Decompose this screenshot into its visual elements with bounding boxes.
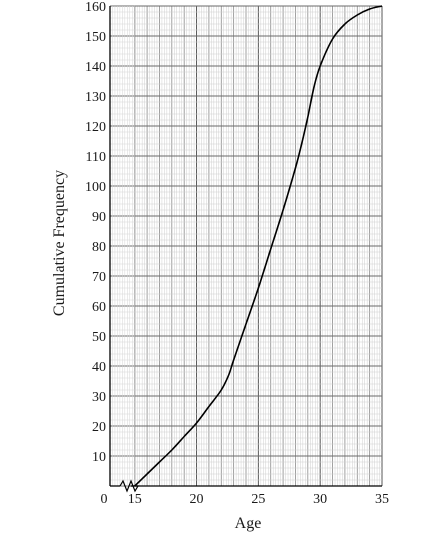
axis-break-zigzag — [119, 479, 140, 493]
y-tick-label: 140 — [85, 60, 106, 75]
y-tick-label: 50 — [92, 330, 106, 345]
axes — [109, 6, 382, 493]
grid — [109, 5, 383, 487]
y-tick-label: 120 — [85, 120, 106, 135]
y-tick-label: 90 — [92, 210, 106, 225]
cumulative-frequency-curve — [134, 5, 383, 487]
y-tick-label: 40 — [92, 360, 106, 375]
y-tick-label: 60 — [92, 300, 106, 315]
x-tick-label: 15 — [128, 492, 142, 507]
y-tick-label: 130 — [85, 90, 106, 105]
y-tick-label: 150 — [85, 30, 106, 45]
x-tick-label: 30 — [313, 492, 327, 507]
x-tick-label: 25 — [251, 492, 265, 507]
origin-label: 0 — [101, 492, 108, 507]
y-tick-label: 110 — [86, 150, 106, 165]
y-axis-label: Cumulative Frequency — [51, 170, 68, 316]
y-tick-label: 70 — [92, 270, 106, 285]
x-tick-label: 20 — [190, 492, 204, 507]
y-tick-label: 100 — [85, 180, 106, 195]
curve-layer — [134, 5, 383, 487]
tick-labels: 1020304050607080901001101201301401501601… — [85, 0, 389, 507]
y-tick-label: 160 — [85, 0, 106, 15]
x-axis-label: Age — [235, 515, 262, 532]
y-tick-label: 80 — [92, 240, 106, 255]
y-tick-label: 20 — [92, 420, 106, 435]
y-tick-label: 30 — [92, 390, 106, 405]
x-tick-label: 35 — [375, 492, 389, 507]
y-tick-label: 10 — [92, 450, 106, 465]
